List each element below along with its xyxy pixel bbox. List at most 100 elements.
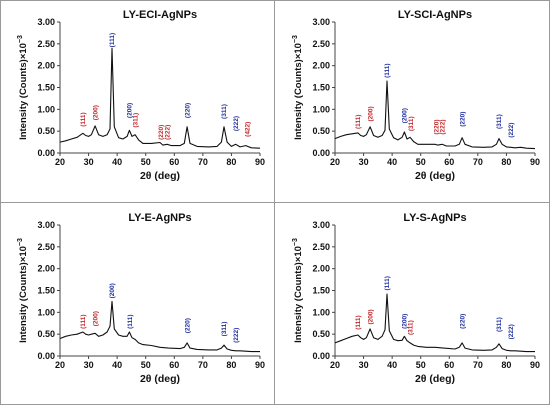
y-tick-label: 1.00	[312, 307, 330, 317]
x-tick-label: 60	[444, 157, 454, 167]
peak-label: (111)	[384, 63, 391, 77]
y-tick-label: 3.00	[37, 220, 55, 230]
y-tick-label: 1.50	[37, 286, 55, 296]
x-tick-label: 50	[416, 360, 426, 370]
x-tick-label: 40	[387, 360, 397, 370]
peak-label: (222)	[233, 116, 240, 131]
x-tick-label: 70	[473, 157, 483, 167]
x-tick-label: 60	[444, 360, 454, 370]
x-tick-label: 50	[141, 360, 151, 370]
x-tick-label: 20	[330, 360, 340, 370]
peak-label: (222)	[233, 328, 240, 343]
x-tick-label: 90	[255, 360, 265, 370]
peak-label: (111)	[384, 276, 391, 290]
x-tick-label: 20	[55, 360, 65, 370]
y-tick-label: 1.00	[37, 104, 55, 114]
chart-title: LY-SCI-AgNPs	[398, 9, 472, 21]
peak-label: (200)	[367, 309, 374, 324]
y-tick-label: 1.50	[312, 286, 330, 296]
peak-label: (111)	[80, 112, 87, 126]
x-tick-label: 90	[530, 360, 540, 370]
xrd-pattern-line	[59, 300, 260, 353]
y-tick-label: 2.00	[37, 61, 55, 71]
x-tick-label: 80	[501, 360, 511, 370]
x-tick-label: 40	[112, 157, 122, 167]
x-axis-label: 2θ (deg)	[415, 170, 455, 182]
chart-title: LY-ECI-AgNPs	[123, 9, 197, 21]
xrd-pattern-line	[59, 47, 261, 149]
peak-label: (222)	[164, 125, 171, 140]
x-tick-label: 40	[112, 360, 122, 370]
y-tick-label: 1.50	[37, 83, 55, 93]
y-tick-label: 2.00	[312, 264, 330, 274]
peak-label: (311)	[221, 322, 228, 337]
y-tick-label: 2.00	[37, 264, 55, 274]
x-axis-label: 2θ (deg)	[140, 373, 180, 385]
peak-label: (200)	[402, 108, 409, 123]
y-tick-label: 0.50	[312, 126, 330, 136]
peak-label: (220)	[184, 318, 191, 333]
peak-label: (422)	[244, 122, 251, 137]
y-axis-label: Intensity (Counts)×10−3	[292, 35, 304, 140]
peak-label: (200)	[109, 283, 116, 298]
x-tick-label: 50	[416, 157, 426, 167]
x-tick-label: 60	[169, 157, 179, 167]
x-tick-label: 30	[84, 360, 94, 370]
y-axis-label: Intensity (Counts)×10−3	[17, 238, 29, 343]
peak-label: (311)	[221, 104, 228, 119]
peak-label: (200)	[127, 103, 134, 118]
peak-label: (311)	[132, 113, 139, 128]
x-axis-label: 2θ (deg)	[415, 373, 455, 385]
x-tick-label: 20	[55, 157, 65, 167]
y-axis-label: Intensity (Counts)×10−3	[292, 238, 304, 343]
x-tick-label: 80	[226, 360, 236, 370]
x-tick-label: 40	[387, 157, 397, 167]
peak-label: (311)	[496, 317, 503, 332]
x-tick-label: 90	[255, 157, 265, 167]
chart-panel-1: LY-ECI-AgNPs 0.00 0.50 1.00 1.50 2.00 2.50 3.00…	[17, 9, 265, 182]
peak-label: (111)	[355, 315, 362, 329]
peak-label: (222)	[439, 119, 446, 134]
y-tick-label: 1.50	[312, 83, 330, 93]
y-axis-label: Intensity (Counts)×10−3	[17, 35, 29, 140]
xrd-pattern-line	[334, 293, 535, 353]
chart-title: LY-E-AgNPs	[128, 212, 191, 224]
y-tick-label: 2.50	[312, 39, 330, 49]
chart-panel-4: LY-S-AgNPs 0.00 0.50 1.00 1.50 2.00 2.50 3.00 20…	[292, 212, 540, 385]
y-tick-label: 0.00	[37, 148, 55, 158]
x-tick-label: 30	[359, 360, 369, 370]
peak-label: (111)	[109, 33, 116, 47]
x-tick-label: 80	[226, 157, 236, 167]
x-tick-label: 50	[141, 157, 151, 167]
y-tick-label: 2.50	[312, 242, 330, 252]
x-tick-label: 80	[501, 157, 511, 167]
chart-panel-2: LY-SCI-AgNPs 0.00 0.50 1.00 1.50 2.00 2.50 3.00…	[292, 9, 540, 182]
peak-label: (111)	[127, 314, 134, 328]
y-tick-label: 0.00	[312, 148, 330, 158]
y-tick-label: 3.00	[312, 220, 330, 230]
peak-label: (111)	[355, 115, 362, 129]
x-tick-label: 60	[169, 360, 179, 370]
x-axis-label: 2θ (deg)	[140, 170, 180, 182]
y-tick-label: 3.00	[312, 17, 330, 27]
x-tick-label: 20	[330, 157, 340, 167]
x-tick-label: 90	[530, 157, 540, 167]
peak-label: (220)	[459, 314, 466, 329]
y-tick-label: 0.50	[37, 126, 55, 136]
xrd-pattern-line	[334, 80, 536, 150]
y-tick-label: 0.50	[37, 329, 55, 339]
y-tick-label: 2.50	[37, 39, 55, 49]
x-tick-label: 30	[84, 157, 94, 167]
peak-label: (220)	[158, 125, 165, 140]
peak-label: (220)	[184, 103, 191, 118]
peak-label: (200)	[92, 311, 99, 326]
peak-label: (220)	[459, 112, 466, 127]
y-tick-label: 0.00	[37, 351, 55, 361]
y-tick-label: 1.00	[312, 104, 330, 114]
peak-label: (222)	[508, 123, 515, 138]
peak-label: (311)	[407, 320, 414, 335]
chart-title: LY-S-AgNPs	[403, 212, 466, 224]
peak-label: (220)	[434, 119, 441, 134]
peak-label: (200)	[402, 314, 409, 329]
